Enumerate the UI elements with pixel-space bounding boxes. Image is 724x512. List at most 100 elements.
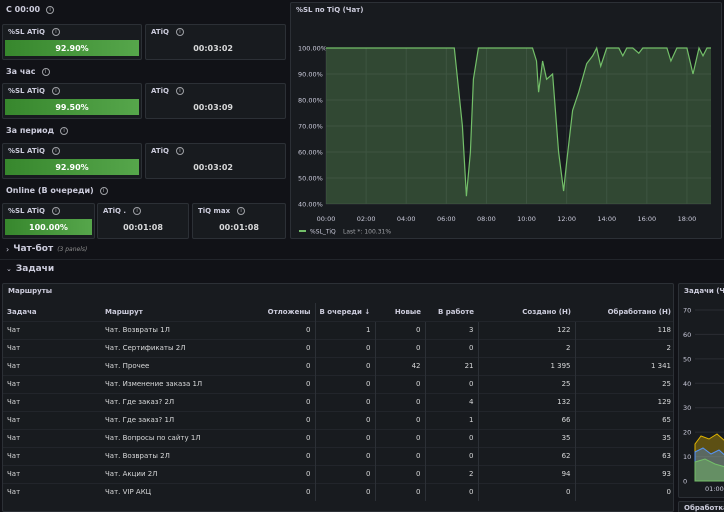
section-label-last-hour: За час i xyxy=(6,67,50,76)
x-tick-label: 16:00 xyxy=(637,215,656,223)
info-icon[interactable]: i xyxy=(51,147,60,155)
table-cell: 0 xyxy=(314,410,375,429)
table-cell: 0 xyxy=(424,428,478,447)
y-tick-label: 70.00% xyxy=(298,123,323,131)
x-tick-label: 12:00 xyxy=(557,215,576,223)
table-row[interactable]: Чат Чат. Где заказ? 1Л 0 0 0 1 66 65 xyxy=(3,410,673,429)
table-cell: 35 xyxy=(574,428,673,447)
table-cell: 0 xyxy=(314,464,375,483)
info-icon[interactable]: i xyxy=(51,207,60,215)
tasks-chart-title: Задачи (Ча xyxy=(684,287,724,295)
stat-value: 00:01:08 xyxy=(219,222,259,232)
table-cell: 0 xyxy=(314,338,375,357)
stat-panel-sl-atiq-today: %SL ATiQ i 92.90% xyxy=(2,24,142,60)
table-cell: 1 xyxy=(424,410,478,429)
table-cell: 0 xyxy=(251,446,315,465)
table-cell: 94 xyxy=(477,464,575,483)
x-tick-label: 02:00 xyxy=(357,215,376,223)
stat-panel-tiq-max: TiQ max i 00:01:08 xyxy=(192,203,286,239)
section-label-since-midnight: С 00:00 i xyxy=(6,5,55,14)
info-icon[interactable]: i xyxy=(133,207,142,215)
info-icon[interactable]: i xyxy=(46,5,55,14)
table-cell: 25 xyxy=(574,374,673,393)
info-icon[interactable]: i xyxy=(51,28,60,36)
y-tick-label: 40 xyxy=(683,380,691,388)
column-header[interactable]: В очереди ↓ xyxy=(314,303,375,321)
legend-last-value: Last *: 100.31% xyxy=(343,229,391,236)
tasks-chart[interactable]: 70 60 50 40 30 20 10 0 01:00 xyxy=(679,284,724,498)
routes-table: Задача Маршрут Отложены В очереди ↓ Новые В р… xyxy=(3,303,673,501)
row-chat-bot[interactable]: › Чат-бот (3 panels) xyxy=(6,244,88,254)
table-cell: 42 xyxy=(374,356,425,375)
table-row[interactable]: Чат Чат. Возвраты 1Л 0 1 0 3 122 118 xyxy=(3,320,673,339)
table-cell: 0 xyxy=(251,356,315,375)
row-tasks[interactable]: ⌄ Задачи xyxy=(6,264,55,274)
table-cell: Чат. Акции 2Л xyxy=(101,464,251,483)
column-header[interactable]: Обработано (Н) xyxy=(607,307,671,316)
table-cell: Чат xyxy=(3,356,101,375)
section-label-online: Online (В очереди) i xyxy=(6,186,108,195)
stat-value: 00:03:02 xyxy=(193,43,233,53)
table-cell: 0 xyxy=(374,446,425,465)
column-header[interactable]: Задача xyxy=(7,307,37,316)
y-tick-label: 50 xyxy=(683,355,691,363)
table-cell: 0 xyxy=(374,428,425,447)
info-icon[interactable]: i xyxy=(237,207,246,215)
column-header[interactable]: В работе xyxy=(437,307,474,316)
table-row[interactable]: Чат Чат. VIP АКЦ 0 0 0 0 0 0 xyxy=(3,482,673,501)
x-tick-label: 08:00 xyxy=(477,215,496,223)
chart-panel-sl-tiq: %SL по TiQ (Чат) 100.00% 90.00% 80.00% 70.0… xyxy=(290,2,722,239)
table-row[interactable]: Чат Чат. Изменение заказа 1Л 0 0 0 0 25 25 xyxy=(3,374,673,393)
table-cell: Чат xyxy=(3,374,101,393)
table-cell: 118 xyxy=(574,320,673,339)
y-tick-label: 40.00% xyxy=(298,201,323,209)
info-icon[interactable]: i xyxy=(51,87,60,95)
table-cell: 4 xyxy=(424,392,478,411)
table-row[interactable]: Чат Чат. Где заказ? 2Л 0 0 0 4 132 129 xyxy=(3,392,673,411)
table-cell: 0 xyxy=(374,392,425,411)
table-cell: 0 xyxy=(251,320,315,339)
column-header[interactable]: Отложены xyxy=(267,307,311,316)
table-cell: Чат xyxy=(3,464,101,483)
table-cell: 1 xyxy=(314,320,375,339)
y-tick-label: 0 xyxy=(683,478,687,486)
table-row[interactable]: Чат Чат. Возвраты 2Л 0 0 0 0 62 63 xyxy=(3,446,673,465)
x-tick-label: 00:00 xyxy=(317,215,336,223)
column-header[interactable]: Создано (Н) xyxy=(522,307,571,316)
info-icon[interactable]: i xyxy=(99,186,108,195)
stat-panel-atiq-period: ATiQ i 00:03:02 xyxy=(145,143,286,179)
stat-value: 00:01:08 xyxy=(123,222,163,232)
table-cell: Чат xyxy=(3,482,101,501)
chart-panel-tasks: Задачи (Ча 70 60 50 40 30 20 10 0 01:00 xyxy=(678,283,724,498)
table-cell: Чат xyxy=(3,320,101,339)
table-title: Маршруты xyxy=(8,287,53,295)
info-icon[interactable]: i xyxy=(176,28,184,36)
sl-tiq-chart[interactable]: 100.00% 90.00% 80.00% 70.00% 60.00% 50.00% 40.… xyxy=(291,3,723,240)
stat-panel-atiq-online: ATiQ .i 00:01:08 xyxy=(97,203,189,239)
info-icon[interactable]: i xyxy=(60,126,69,135)
table-cell: Чат. Возвраты 2Л xyxy=(101,446,251,465)
column-header[interactable]: Маршрут xyxy=(105,307,143,316)
table-cell: 0 xyxy=(251,392,315,411)
table-cell: 63 xyxy=(574,446,673,465)
table-cell: 0 xyxy=(574,482,673,501)
table-row[interactable]: Чат Чат. Прочее 0 0 42 21 1 395 1 341 xyxy=(3,356,673,375)
chevron-right-icon: › xyxy=(6,244,10,254)
table-cell: 0 xyxy=(314,392,375,411)
series-area-sl-tiq xyxy=(326,48,711,204)
table-row[interactable]: Чат Чат. Сертификаты 2Л 0 0 0 0 2 2 xyxy=(3,338,673,357)
table-cell: 0 xyxy=(251,374,315,393)
column-header[interactable]: Новые xyxy=(394,307,421,316)
table-cell: 35 xyxy=(477,428,575,447)
table-row[interactable]: Чат Чат. Акции 2Л 0 0 0 2 94 93 xyxy=(3,464,673,483)
table-cell: Чат xyxy=(3,446,101,465)
info-icon[interactable]: i xyxy=(176,147,184,155)
table-cell: 0 xyxy=(374,410,425,429)
info-icon[interactable]: i xyxy=(41,67,50,76)
stat-panel-sl-atiq-hour: %SL ATiQ i 99.50% xyxy=(2,83,142,119)
table-row[interactable]: Чат Чат. Вопросы по сайту 1Л 0 0 0 0 35 35 xyxy=(3,428,673,447)
table-cell: 62 xyxy=(477,446,575,465)
info-icon[interactable]: i xyxy=(176,87,184,95)
table-cell: 93 xyxy=(574,464,673,483)
table-cell: 0 xyxy=(314,482,375,501)
